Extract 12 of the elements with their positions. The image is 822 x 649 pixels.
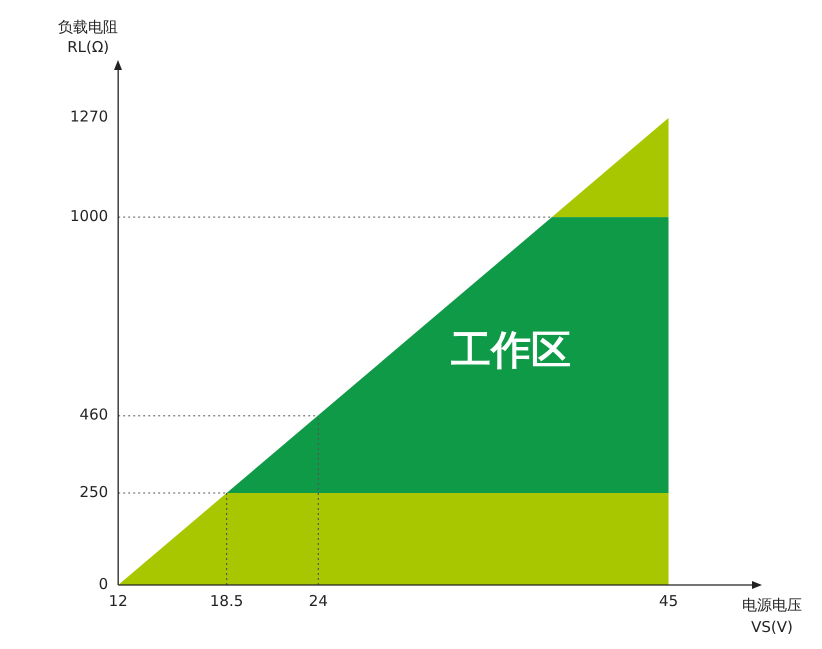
y-tick-label: 250: [80, 482, 108, 501]
y-axis-title: 负载电阻 RL(Ω): [58, 18, 118, 56]
y-tick-label: 1000: [70, 207, 108, 226]
y-tick-label: 460: [80, 406, 108, 424]
x-tick-label: 12: [108, 592, 128, 610]
x-tick-label: 24: [308, 592, 328, 610]
x-axis-title: 电源电压 VS(V): [742, 596, 802, 636]
x-tick-label: 18.5: [210, 592, 244, 610]
y-tick-label: 0: [98, 574, 108, 593]
x-tick-label: 45: [659, 592, 678, 610]
annotation: 工作区: [451, 328, 572, 374]
y-tick-label: 1270: [70, 108, 108, 126]
